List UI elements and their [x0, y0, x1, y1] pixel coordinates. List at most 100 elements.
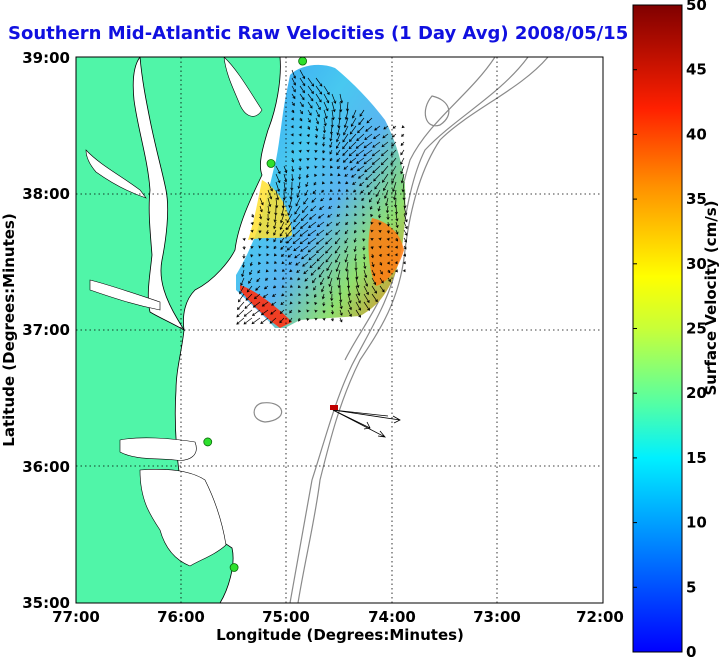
velocity-vector	[355, 309, 361, 318]
velocity-vector	[336, 125, 341, 136]
velocity-vector	[359, 109, 365, 117]
velocity-vector	[298, 292, 302, 297]
velocity-vector	[306, 309, 310, 313]
velocity-vector	[296, 189, 301, 198]
velocity-vector	[307, 229, 317, 237]
velocity-vector	[348, 141, 357, 150]
velocity-vector	[392, 125, 397, 129]
velocity-vector	[371, 269, 376, 277]
velocity-vector	[315, 77, 323, 87]
velocity-vector	[357, 125, 365, 134]
velocity-vector	[330, 293, 334, 302]
velocity-vector	[379, 277, 384, 284]
velocity-vector	[379, 269, 383, 275]
velocity-vector	[362, 221, 366, 225]
velocity-vector	[342, 157, 349, 163]
velocity-vector	[273, 268, 277, 272]
velocity-vector	[243, 317, 253, 325]
velocity-vector	[329, 133, 333, 142]
velocity-vector	[330, 117, 334, 128]
velocity-vector	[299, 85, 305, 94]
velocity-vector	[353, 189, 357, 193]
velocity-vector	[259, 197, 264, 206]
velocity-vector	[267, 181, 273, 192]
velocity-vector	[275, 189, 280, 201]
velocity-vector	[347, 293, 352, 304]
velocity-field-orange-patch	[368, 218, 404, 286]
velocity-vector	[289, 269, 293, 273]
colorbar-tick-label: 30	[686, 255, 707, 273]
velocity-vector	[239, 285, 245, 295]
velocity-vector	[258, 237, 262, 241]
velocity-vector	[380, 157, 389, 166]
velocity-vector	[314, 157, 318, 161]
velocity-vector	[267, 205, 271, 215]
velocity-vector	[299, 109, 303, 115]
colorbar-tick-label: 35	[686, 190, 707, 208]
velocity-vector	[280, 245, 285, 250]
velocity-vector	[315, 117, 320, 125]
velocity-vector	[363, 285, 369, 296]
velocity-vector	[291, 77, 297, 86]
velocity-vector	[310, 269, 317, 276]
velocity-field-red-patch	[240, 285, 292, 328]
velocity-vector	[329, 197, 333, 201]
velocity-vector	[291, 109, 295, 114]
velocity-vector	[322, 157, 326, 161]
velocity-vector	[237, 301, 245, 311]
velocity-vector	[291, 101, 295, 106]
velocity-vector	[370, 245, 374, 250]
velocity-vector	[279, 229, 285, 237]
velocity-vector	[255, 285, 261, 291]
velocity-vector	[258, 221, 262, 227]
velocity-vector	[322, 165, 326, 169]
velocity-vector	[335, 253, 341, 263]
velocity-vector	[290, 117, 294, 121]
velocity-vector	[371, 277, 377, 286]
velocity-vector	[303, 197, 309, 205]
velocity-vector	[374, 181, 381, 190]
velocity-vector	[371, 261, 375, 268]
velocity-vector	[273, 229, 277, 236]
velocity-vector	[286, 245, 293, 251]
velocity-vector	[244, 301, 253, 309]
velocity-vector	[304, 189, 309, 196]
velocity-vector	[337, 188, 341, 192]
velocity-vector	[343, 125, 349, 136]
velocity-vector	[374, 125, 381, 131]
velocity-vector	[315, 93, 322, 103]
velocity-vector	[300, 245, 309, 252]
velocity-vector	[370, 237, 374, 241]
colorbar-tick-label: 10	[686, 514, 707, 532]
velocity-vector	[378, 245, 382, 249]
velocity-vector	[384, 189, 389, 199]
velocity-vector	[328, 277, 333, 288]
velocity-vector	[403, 213, 408, 223]
velocity-vector	[344, 229, 349, 235]
velocity-vector	[350, 165, 357, 171]
velocity-vector	[266, 237, 270, 242]
velocity-vector	[401, 133, 405, 137]
velocity-vector	[298, 309, 302, 313]
colorbar-ticks: 0 5 10 15 20 25 30 35 40 45 50	[633, 0, 707, 659]
velocity-vector	[258, 261, 261, 265]
velocity-vector	[294, 205, 301, 215]
velocity-vector	[353, 245, 357, 253]
velocity-vector	[394, 253, 398, 257]
velocity-vector	[300, 213, 309, 222]
velocity-vector	[243, 309, 253, 317]
velocity-vector	[373, 133, 381, 140]
colorbar-tick-label: 0	[686, 643, 696, 659]
velocity-vector	[386, 245, 390, 249]
velocity-vector	[306, 301, 310, 305]
velocity-vector	[380, 149, 389, 157]
velocity-vector	[251, 213, 255, 218]
station-marker	[203, 437, 213, 447]
velocity-vector	[272, 293, 277, 297]
velocity-vector	[314, 165, 318, 169]
velocity-vector	[279, 309, 285, 314]
velocity-vector	[302, 261, 309, 267]
velocity-vector	[266, 261, 270, 265]
velocity-vector	[345, 269, 350, 281]
velocity-vector	[289, 284, 293, 288]
